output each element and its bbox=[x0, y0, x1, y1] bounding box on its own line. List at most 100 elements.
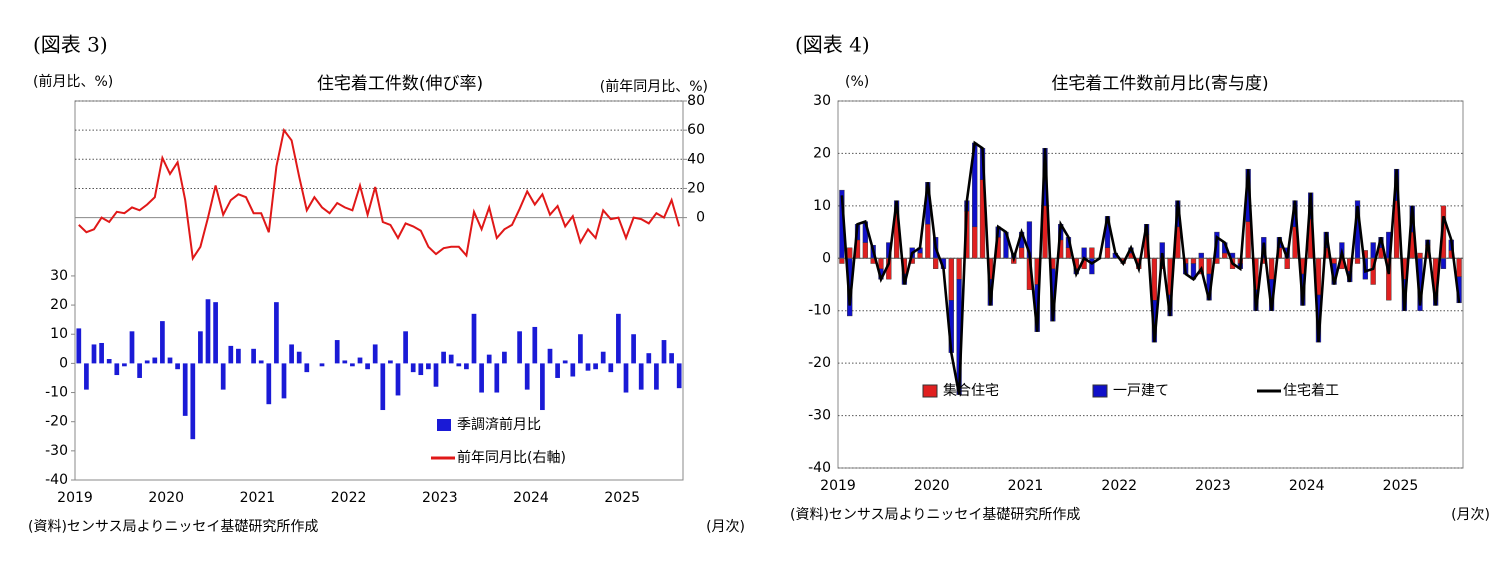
y-tick-label: -20 bbox=[45, 414, 68, 430]
bar bbox=[334, 340, 340, 364]
x-tick-label: 2020 bbox=[914, 478, 950, 494]
y-axis-title: (%) bbox=[845, 74, 869, 90]
y-tick-label: 10 bbox=[50, 326, 68, 342]
bar bbox=[395, 363, 401, 396]
y-tick-label: 10 bbox=[813, 198, 831, 214]
bar bbox=[608, 363, 614, 373]
x-tick-label: 2019 bbox=[820, 478, 856, 494]
x-tick-label: 2019 bbox=[57, 490, 93, 506]
bar bbox=[654, 363, 659, 390]
bar bbox=[380, 363, 386, 411]
legend-label: 一戸建て bbox=[1113, 383, 1169, 399]
bar bbox=[570, 363, 576, 377]
bar bbox=[410, 363, 416, 373]
bar bbox=[917, 252, 923, 259]
y-tick-label: 20 bbox=[50, 297, 68, 313]
bar bbox=[1440, 258, 1447, 269]
y-tick-label: -40 bbox=[45, 472, 68, 488]
y-tick-label: -30 bbox=[808, 408, 831, 424]
legend-label: 住宅着工 bbox=[1283, 383, 1339, 399]
x-unit: (月次) bbox=[1451, 507, 1490, 523]
bar bbox=[213, 302, 218, 364]
bar bbox=[205, 299, 211, 364]
bar bbox=[228, 345, 234, 364]
bar bbox=[403, 331, 408, 364]
bar bbox=[532, 326, 538, 364]
bar bbox=[502, 351, 507, 364]
bar bbox=[220, 363, 226, 390]
bar bbox=[562, 360, 568, 364]
bar bbox=[1190, 258, 1197, 264]
bar bbox=[1284, 258, 1290, 269]
bar bbox=[471, 313, 477, 364]
bar bbox=[388, 360, 393, 364]
bar bbox=[540, 363, 545, 411]
legend-swatch bbox=[1092, 384, 1108, 398]
bar bbox=[76, 328, 82, 364]
y-tick-label: -30 bbox=[45, 443, 68, 459]
bar bbox=[1268, 258, 1275, 280]
bar bbox=[129, 331, 135, 364]
x-tick-label: 2023 bbox=[422, 490, 458, 506]
bar bbox=[593, 363, 598, 370]
line bbox=[840, 140, 1461, 395]
bar bbox=[555, 363, 560, 378]
plot-frame bbox=[74, 100, 684, 481]
bar bbox=[578, 334, 583, 364]
bar bbox=[1331, 258, 1337, 264]
bar bbox=[296, 351, 302, 364]
bar bbox=[638, 363, 644, 390]
bar bbox=[676, 363, 682, 389]
bar bbox=[258, 360, 264, 364]
x-tick-label: 2022 bbox=[1101, 478, 1137, 494]
y-tick-label: 30 bbox=[50, 268, 68, 284]
bar bbox=[198, 331, 203, 364]
bar bbox=[972, 226, 978, 259]
figure-label: (図表 4) bbox=[795, 33, 870, 57]
y-tick-label: 0 bbox=[822, 250, 831, 266]
bar bbox=[839, 258, 845, 264]
x-tick-label: 2022 bbox=[331, 490, 367, 506]
bar bbox=[456, 363, 462, 367]
bar bbox=[122, 363, 127, 367]
y-tick-label: -40 bbox=[808, 460, 831, 476]
x-tick-label: 2024 bbox=[513, 490, 549, 506]
y-tick-label: -10 bbox=[808, 303, 831, 319]
bar bbox=[365, 363, 370, 370]
line bbox=[78, 127, 681, 262]
bar bbox=[274, 302, 279, 364]
bar bbox=[182, 363, 188, 416]
bar bbox=[1417, 252, 1423, 259]
bar bbox=[847, 247, 853, 259]
bar bbox=[616, 313, 621, 364]
x-tick-label: 2020 bbox=[148, 490, 184, 506]
bar bbox=[1222, 252, 1228, 259]
y-axis-title: (前月比、%) bbox=[33, 73, 113, 90]
bar bbox=[266, 363, 272, 405]
bar bbox=[479, 363, 484, 393]
bar bbox=[1089, 258, 1095, 275]
bar bbox=[933, 258, 939, 269]
bar bbox=[350, 363, 355, 367]
legend-swatch bbox=[437, 419, 451, 431]
chart-title: 住宅着工件数前月比(寄与度) bbox=[1051, 74, 1268, 94]
bar bbox=[1104, 247, 1111, 259]
bar bbox=[342, 360, 348, 364]
bar bbox=[426, 363, 431, 370]
y2-tick-label: 60 bbox=[687, 122, 705, 138]
y2-tick-label: 80 bbox=[687, 93, 705, 109]
bar bbox=[585, 363, 591, 371]
x-tick-label: 2021 bbox=[1008, 478, 1044, 494]
bar bbox=[1354, 258, 1361, 264]
bar bbox=[190, 363, 196, 440]
bar bbox=[372, 344, 378, 364]
legend-label: 集合住宅 bbox=[943, 382, 999, 399]
bar bbox=[448, 354, 454, 364]
bar bbox=[524, 363, 530, 390]
x-tick-label: 2021 bbox=[240, 490, 276, 506]
bar bbox=[669, 353, 674, 364]
bar bbox=[956, 258, 962, 280]
bar bbox=[1089, 247, 1095, 259]
